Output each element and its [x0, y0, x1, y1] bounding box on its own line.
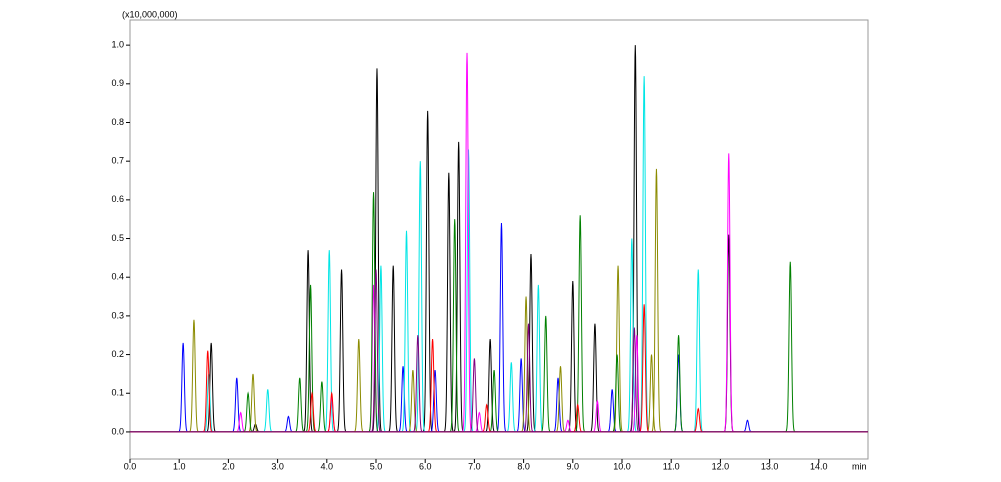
- y-tick-label: 0.4: [111, 272, 124, 282]
- peak: [626, 327, 642, 433]
- x-tick-label: 10.0: [613, 461, 631, 471]
- peak: [721, 234, 737, 433]
- x-axis-label: min: [852, 461, 867, 471]
- x-tick-label: 4.0: [321, 461, 334, 471]
- y-tick-label: 0.2: [111, 349, 124, 359]
- peak: [782, 261, 798, 433]
- peak: [321, 250, 337, 433]
- peak: [521, 323, 536, 433]
- x-tick-label: 5.0: [370, 461, 383, 471]
- peak: [245, 373, 261, 433]
- x-tick-label: 12.0: [712, 461, 730, 471]
- y-axis-unit: (x10,000,000): [122, 9, 178, 19]
- x-tick-label: 7.0: [468, 461, 481, 471]
- y-tick-label: 1.0: [111, 40, 124, 50]
- peak: [604, 389, 620, 433]
- peak: [175, 342, 191, 433]
- peak: [690, 407, 706, 433]
- x-tick-label: 2.0: [222, 461, 235, 471]
- y-tick-label: 0.7: [111, 156, 124, 166]
- y-tick-label: 0.1: [111, 388, 124, 398]
- peak: [186, 319, 202, 433]
- x-tick-label: 9.0: [567, 461, 580, 471]
- plot-frame: [129, 19, 869, 460]
- x-tick-label: 0.0: [124, 461, 137, 471]
- x-tick-label: 8.0: [517, 461, 530, 471]
- x-tick-label: 13.0: [761, 461, 779, 471]
- y-tick-label: 0.0: [111, 426, 124, 436]
- peak: [740, 419, 755, 433]
- peak: [385, 265, 401, 433]
- peak: [649, 168, 664, 433]
- peak: [410, 335, 426, 433]
- peak: [494, 223, 509, 433]
- peak: [610, 265, 626, 433]
- x-tick-label: 3.0: [271, 461, 284, 471]
- x-tick-label: 6.0: [419, 461, 432, 471]
- peak: [281, 415, 296, 433]
- peak: [351, 339, 367, 433]
- peak: [721, 153, 737, 433]
- peak: [587, 323, 603, 433]
- peak: [334, 269, 349, 433]
- peak: [260, 389, 276, 433]
- peak: [304, 391, 320, 433]
- y-tick-label: 0.3: [111, 310, 124, 320]
- y-tick-label: 0.6: [111, 194, 124, 204]
- x-tick-label: 11.0: [663, 461, 680, 471]
- x-tick-label: 14.0: [810, 461, 828, 471]
- y-tick-label: 0.8: [111, 117, 124, 127]
- peak: [671, 335, 686, 433]
- y-tick-label: 0.9: [111, 78, 124, 88]
- peak: [636, 76, 652, 433]
- peak: [368, 269, 384, 433]
- peak: [503, 362, 519, 433]
- peak: [671, 354, 686, 433]
- x-tick-label: 1.0: [173, 461, 186, 471]
- y-tick-label: 0.5: [111, 233, 124, 243]
- peak: [467, 358, 482, 433]
